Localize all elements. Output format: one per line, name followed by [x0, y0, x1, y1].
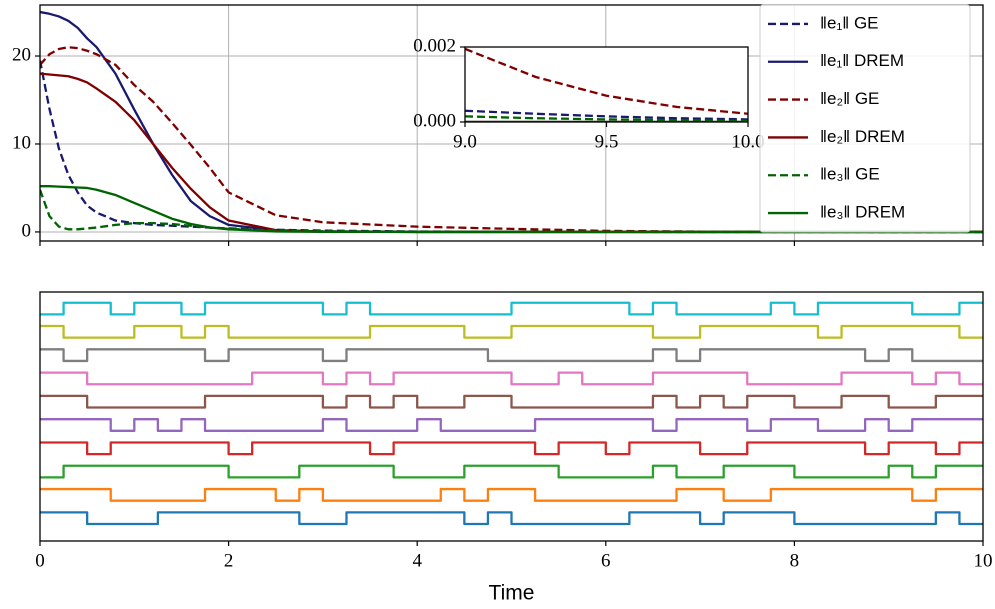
series-line	[40, 441, 983, 456]
x-axis-label: Time	[489, 582, 535, 605]
series-line	[40, 301, 983, 316]
y-tick-label: 0	[22, 220, 32, 241]
inset-background	[465, 47, 748, 122]
x-tick-label: 4	[412, 550, 422, 571]
y-tick-label: 0.000	[413, 110, 456, 131]
legend-label: ‖e₁‖ DREM	[820, 51, 904, 70]
y-tick-label: 0.002	[413, 35, 456, 56]
x-tick-label: 10	[974, 550, 993, 571]
series-line	[40, 324, 983, 339]
series-line	[40, 371, 983, 386]
x-tick-label: 2	[224, 550, 234, 571]
legend-label: ‖e₃‖ GE	[820, 165, 880, 184]
axes-frame	[39, 291, 984, 542]
series-line	[40, 464, 983, 479]
y-tick-label: 10	[12, 132, 31, 153]
x-tick-label: 9.0	[453, 131, 477, 152]
series-line	[40, 511, 983, 526]
y-tick-label: 20	[12, 44, 31, 65]
x-tick-label: 10.0	[731, 131, 764, 152]
x-tick-label: 8	[790, 550, 800, 571]
series-line	[465, 109, 748, 121]
series-line	[465, 115, 748, 122]
legend-label: ‖e₂‖ DREM	[820, 127, 905, 146]
legend-label: ‖e₁‖ GE	[820, 13, 879, 32]
legend-box	[759, 4, 971, 233]
x-tick-label: 9.5	[595, 131, 619, 152]
legend-label: ‖e₃‖ DREM	[820, 203, 905, 222]
series-line	[40, 394, 983, 409]
x-tick-label: 6	[601, 550, 611, 571]
series-line	[40, 487, 983, 502]
legend-label: ‖e₂‖ GE	[820, 89, 879, 108]
series-line	[40, 348, 983, 363]
axes-frame	[39, 4, 984, 242]
series-line	[40, 418, 983, 432]
series-line	[465, 47, 748, 115]
x-tick-label: 0	[35, 550, 45, 571]
